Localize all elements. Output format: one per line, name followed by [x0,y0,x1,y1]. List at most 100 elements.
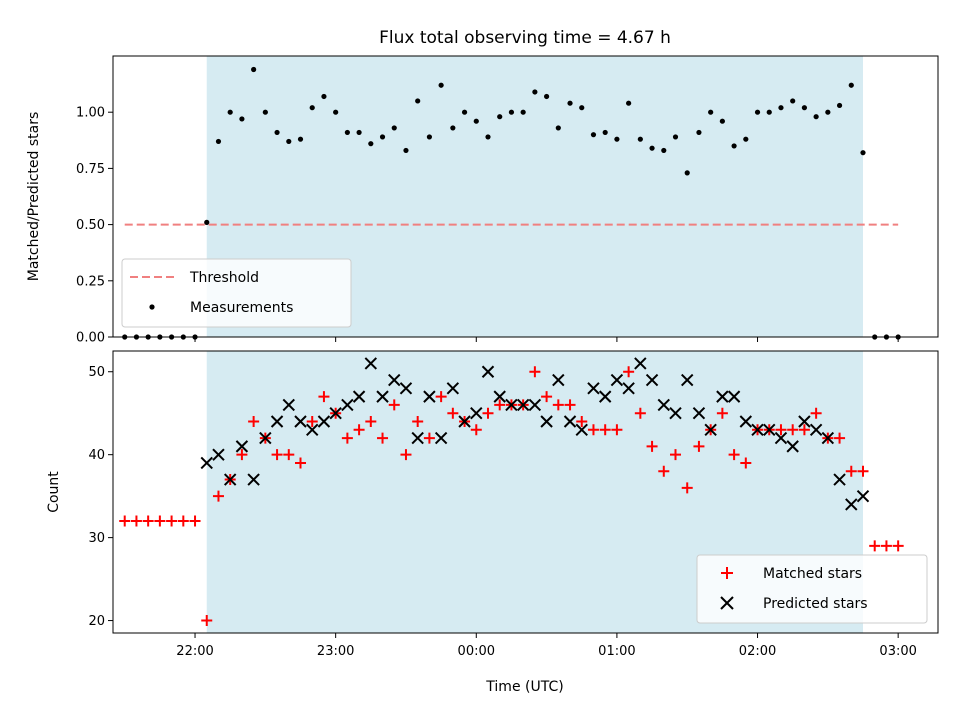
x-tick-label: 02:00 [739,644,776,659]
measurement-point [344,129,350,136]
matched-star-point [541,391,553,403]
measurement-point [661,147,667,154]
x-tick-label: 01:00 [598,644,635,659]
predicted-star-point [692,406,706,420]
predicted-star-point [388,373,401,387]
matched-star-point [494,399,506,411]
predicted-star-point [376,390,389,403]
predicted-star-point [399,382,413,395]
measurement-point [602,129,608,136]
predicted-star-point [223,473,237,486]
matched-star-point [212,490,224,502]
predicted-star-point [809,423,823,437]
predicted-star-point [563,415,577,428]
predicted-star-point [212,448,225,461]
matched-star-point [236,449,248,461]
x-tick-label: 22:00 [176,644,213,659]
matched-star-point [306,416,318,427]
predicted-star-point [493,390,506,403]
predicted-star-point [575,423,588,437]
matched-star-point [576,416,588,427]
measurement-point [543,93,550,100]
matched-star-point [810,407,822,419]
predicted-star-point [306,423,319,437]
matched-star-point [834,432,846,444]
measurement-point [403,147,409,154]
predicted-star-point [458,415,471,428]
measurement-point [309,105,315,111]
matched-star-point [728,449,740,461]
predicted-star-point [552,373,565,387]
ratio-y-axis-label: Matched/Predicted stars [26,112,42,282]
predicted-star-point [833,473,846,486]
predicted-star-point [341,398,354,412]
matched-star-point [670,449,681,461]
measurement-point [719,118,725,124]
predicted-star-point [704,423,717,437]
measurement-point [415,98,421,104]
predicted-star-point [446,382,460,395]
matched-star-point [646,440,658,452]
measurement-point [754,109,761,115]
measurement-point [626,100,632,106]
legend-predicted-swatch [720,596,734,610]
measurement-point [567,100,573,106]
matched-star-point [295,457,306,469]
matched-star-point [787,424,799,436]
predicted-star-point [798,415,811,428]
predicted-star-point [423,390,436,403]
measurement-point [684,170,690,176]
predicted-star-point [294,415,307,428]
ratio-legend: Threshold Measurements [121,258,352,328]
measurement-point [590,132,597,138]
count-y-axis-label: Count [46,471,62,513]
measurement-point [262,109,268,115]
measurement-point [532,89,538,95]
matched-star-point [587,424,599,436]
matched-star-point [447,407,459,419]
measurement-point [239,116,245,122]
predicted-star-point [598,390,612,403]
measurement-point [485,134,491,140]
measurement-point [379,134,386,140]
matched-star-point [623,366,635,378]
matched-star-point [470,424,482,436]
measurement-point [204,219,210,225]
predicted-star-point [317,415,331,428]
predicted-star-point [540,415,553,428]
measurement-point [860,150,866,156]
measurement-point [473,118,479,124]
measurement-point [743,136,749,142]
measurement-point [520,109,526,115]
measurement-point [649,145,655,151]
matched-star-point [248,416,260,427]
measurement-point [251,66,257,73]
predicted-star-point [587,382,600,395]
measurement-point [696,129,702,136]
matched-star-point [798,424,810,436]
legend-threshold-label: Threshold [189,270,259,286]
predicted-star-point [845,498,858,511]
measurement-point [708,109,714,115]
predicted-star-point [434,431,448,445]
predicted-star-point [739,415,753,428]
matched-star-point [892,540,904,552]
measurement-point [461,109,468,115]
matched-star-point [611,424,623,436]
matched-star-point [552,399,564,411]
legend-predicted-label: Predicted stars [763,596,868,612]
matched-star-point [693,440,705,452]
x-tick-label: 03:00 [879,644,916,659]
legend-measurements-swatch [149,304,155,310]
predicted-star-point [235,440,249,453]
measurement-point [778,105,784,111]
x-tick-label: 23:00 [317,644,354,659]
measurement-point [426,134,433,140]
predicted-star-point [622,382,635,395]
measurement-point [731,143,737,149]
measurement-point [333,109,339,115]
measurement-point [297,136,304,142]
predicted-star-point [786,440,799,453]
measurement-point [825,109,831,115]
